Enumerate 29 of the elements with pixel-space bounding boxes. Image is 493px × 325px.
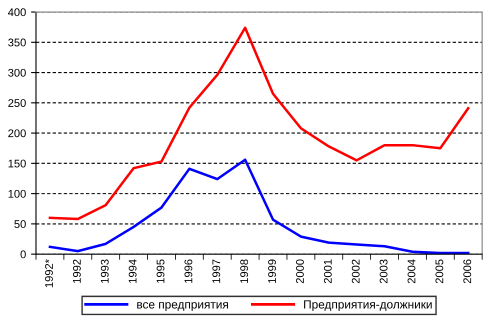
x-tick-label: 1995 [156,259,164,283]
y-tick-label: 50 [14,220,26,228]
x-tick-label: 1992 [72,260,81,283]
x-tick-label: 1993 [100,259,109,283]
y-tick-label: 150 [8,160,26,168]
x-tick-label: 1998 [240,259,248,283]
x-tick-label: 2005 [435,259,444,284]
legend-label: Предприятия-должники [304,300,432,311]
x-tick-label: 2004 [408,259,416,284]
x-tick-label: 1997 [212,260,220,283]
x-tick-label: 2000 [296,259,304,284]
x-tick-label: 2003 [380,259,388,284]
y-tick-label: 100 [8,190,26,198]
x-tick-label: 1999 [268,260,276,283]
x-tick-label: 2001 [324,260,332,284]
x-tick-label: 1992* [45,259,53,288]
x-tick-label: 2002 [352,260,360,284]
line-series [48,158,470,254]
x-tick-label: 1994 [128,259,137,283]
y-tick-label: 250 [8,99,26,107]
line-series [48,26,470,220]
x-tick-label: 2006 [463,259,472,284]
x-tick-label: 1996 [184,259,192,283]
y-tick-label: 400 [8,8,26,16]
legend-label: все предприятия [137,302,228,311]
y-tick-label: 200 [8,129,26,138]
y-tick-label: 350 [8,38,26,46]
y-tick-label: 300 [8,68,26,77]
y-tick-label: 0 [20,250,26,258]
